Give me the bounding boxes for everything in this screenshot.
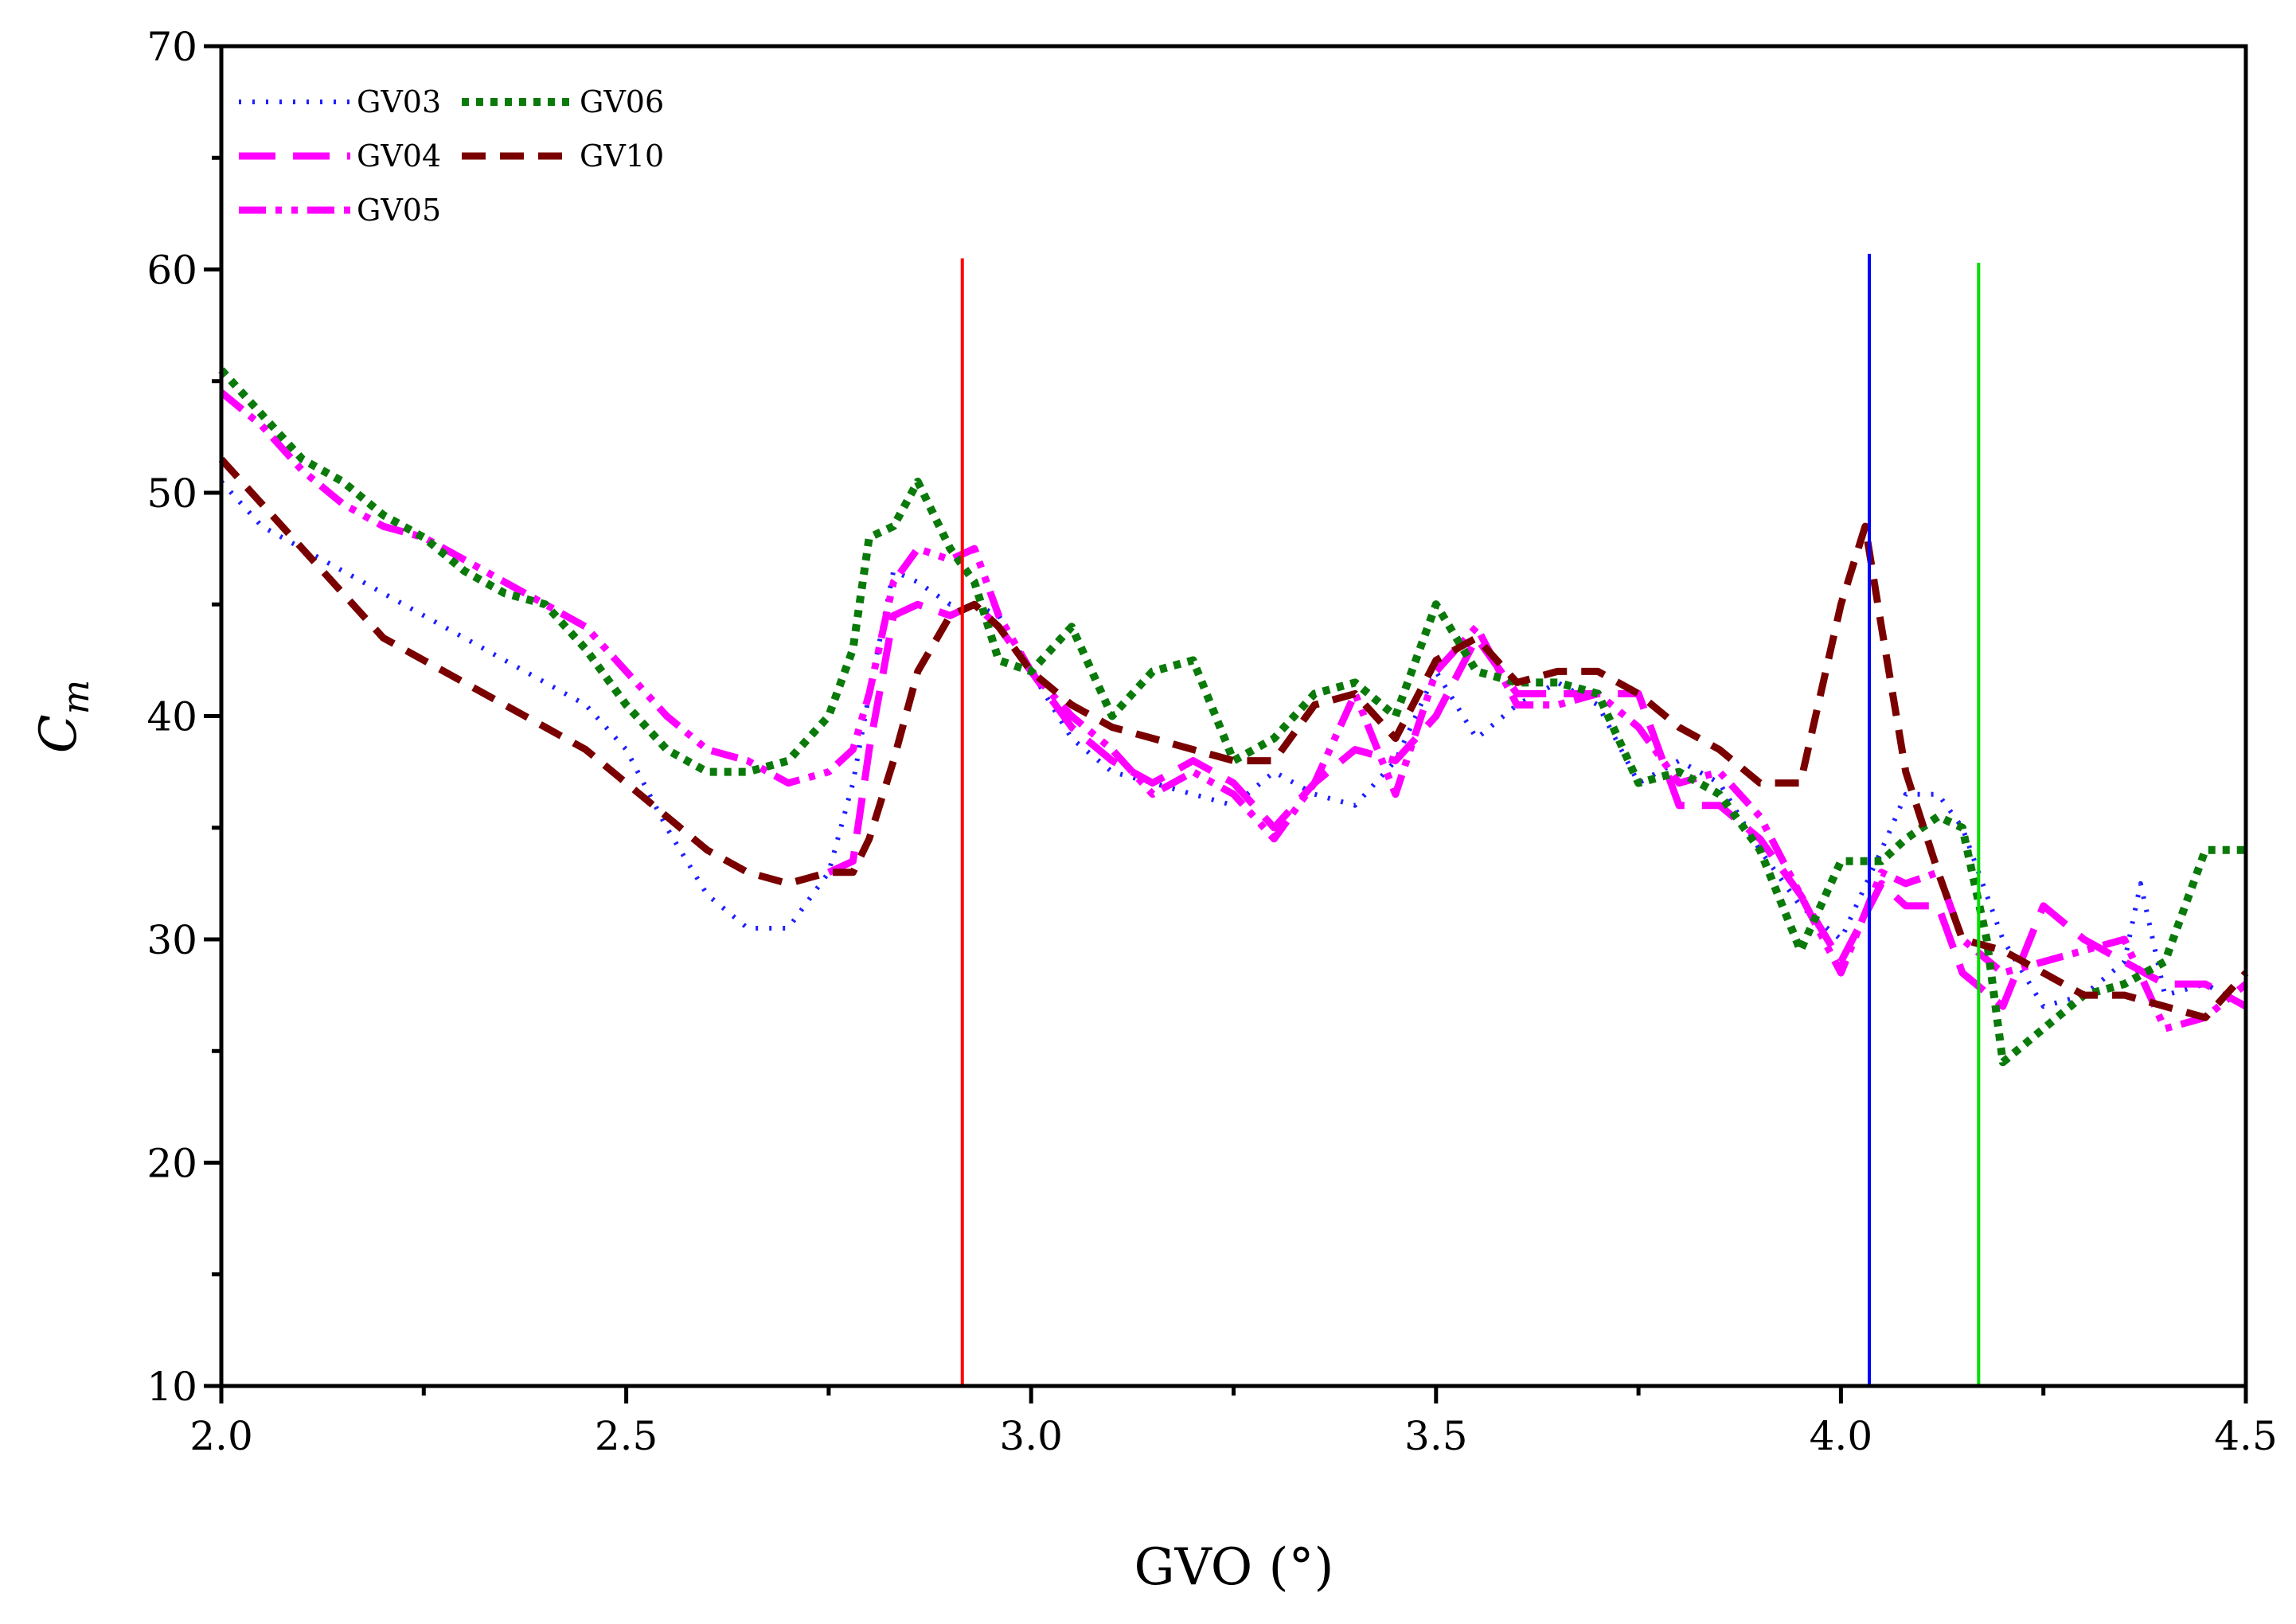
series-line-gv10: [218, 456, 2249, 1021]
y-tick-label: 30: [146, 917, 197, 963]
y-tick-label: 50: [146, 470, 197, 517]
series-group: [218, 367, 2249, 1067]
series-line-gv04: [827, 600, 2248, 1010]
x-tick-label: 3.5: [1404, 1413, 1468, 1459]
x-tick-label: 3.0: [999, 1413, 1063, 1459]
x-tick-label: 4.5: [2214, 1413, 2278, 1459]
x-tick-label: 4.0: [1810, 1413, 1873, 1459]
x-tick-label: 2.5: [595, 1413, 658, 1459]
y-axis-title-main: C: [29, 714, 88, 753]
y-axis-title-sub: m: [54, 680, 97, 715]
tick-group: 2.0 2.5 3.0 3.5 4.0 4.5 10 20 30 40 50 60 70: [146, 24, 2277, 1459]
y-axis-title: Cm: [29, 680, 97, 754]
x-tick-label: 2.0: [189, 1413, 253, 1459]
series-line-gv03: [219, 479, 2247, 1009]
legend: GV03 GV04 GV05 GV06 GV10: [239, 84, 664, 228]
series-line-gv06: [218, 367, 2246, 1067]
y-tick-label: 40: [146, 694, 197, 740]
marker-group: [960, 253, 1981, 1386]
legend-label-gv04: GV04: [357, 139, 441, 174]
x-axis-title: GVO (°): [1134, 1538, 1334, 1597]
y-tick-label: 10: [146, 1364, 197, 1410]
y-tick-label: 70: [146, 24, 197, 70]
y-tick-label: 60: [146, 248, 197, 294]
series-line-gv05: [219, 389, 2248, 1033]
legend-label-gv05: GV05: [357, 193, 441, 228]
legend-label-gv03: GV03: [357, 84, 441, 119]
y-tick-label: 20: [146, 1141, 197, 1187]
legend-label-gv10: GV10: [580, 139, 664, 174]
legend-label-gv06: GV06: [580, 84, 664, 119]
